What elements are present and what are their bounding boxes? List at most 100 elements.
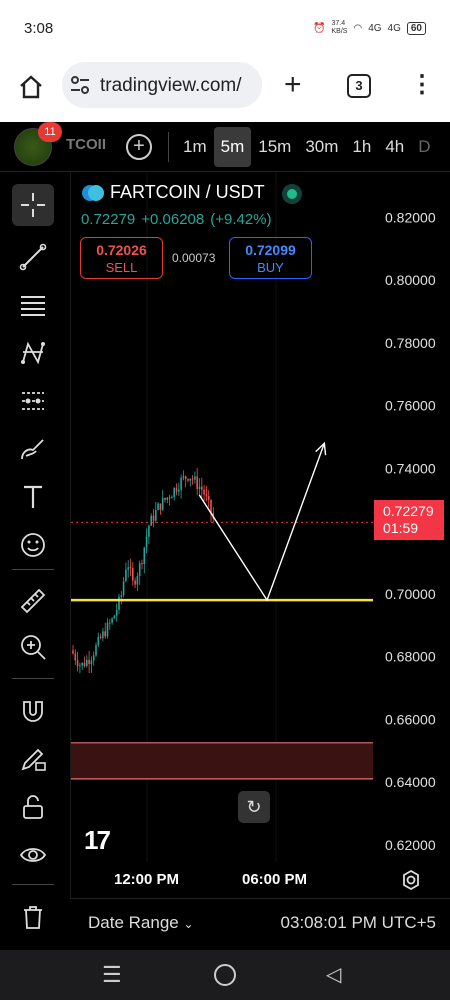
menu-icon[interactable]: ⋮ — [410, 71, 434, 98]
interval-D[interactable]: D — [418, 137, 431, 156]
y-axis-tick-label: 0.70000 — [385, 586, 436, 602]
emoji-icon[interactable] — [12, 524, 54, 566]
market-status-icon[interactable] — [282, 184, 302, 204]
system-nav-bar: ☰ ◁ — [0, 950, 450, 1000]
date-range-button[interactable]: Date Range ⌄ — [88, 913, 194, 933]
y-axis-tick-label: 0.76000 — [385, 398, 436, 414]
symbol-title[interactable]: FARTCOIN / USDT — [110, 182, 265, 202]
candle-body — [120, 595, 123, 597]
wifi-icon: ◠ — [353, 22, 363, 34]
fartcoin-logo-icon — [82, 185, 104, 201]
candle-body — [113, 615, 116, 619]
y-axis-tick-label: 0.74000 — [385, 460, 436, 476]
last-price: 0.72279 — [81, 211, 136, 228]
site-settings-icon[interactable] — [70, 76, 90, 94]
status-time: 3:08 — [24, 20, 54, 37]
prediction-icon[interactable] — [12, 380, 54, 422]
zoom-in-icon[interactable] — [12, 626, 54, 668]
candle-body — [83, 662, 86, 667]
sell-price: 0.72026 — [96, 242, 147, 258]
interval-1m[interactable]: 1m — [183, 137, 207, 156]
y-axis-tick-label: 0.82000 — [385, 209, 436, 225]
settings-icon[interactable] — [400, 869, 422, 891]
date-range-label: Date Range — [88, 913, 179, 932]
candle-body — [127, 567, 129, 570]
candle-body — [178, 489, 180, 492]
magnet-icon[interactable] — [12, 690, 54, 732]
candle-body — [210, 499, 212, 514]
tab-switcher-button[interactable]: 3 — [347, 74, 371, 98]
x-axis-tick-label: 12:00 PM — [114, 871, 180, 888]
recents-icon[interactable]: ☰ — [102, 962, 122, 987]
interval-30m[interactable]: 30m — [305, 137, 339, 156]
candle-body — [138, 563, 141, 576]
home-nav-icon[interactable] — [214, 964, 236, 986]
unlock-icon[interactable] — [12, 786, 54, 828]
add-symbol-button[interactable]: + — [126, 134, 152, 160]
symbol-search[interactable]: TCOII — [66, 136, 106, 153]
candle-body — [92, 655, 95, 661]
candle-body — [198, 486, 201, 490]
net-speed: 37.4 KB/S — [331, 20, 348, 35]
new-tab-button[interactable]: + — [284, 68, 302, 101]
interval-15m[interactable]: 15m — [258, 137, 292, 156]
chevron-down-icon: ⌄ — [183, 917, 194, 931]
candle-body — [164, 498, 166, 500]
interval-5m[interactable]: 5m — [213, 127, 252, 167]
candle-body — [102, 631, 104, 638]
candle-body — [168, 497, 171, 499]
crosshair-icon[interactable] — [12, 184, 54, 226]
tradingview-logo[interactable]: 17 — [84, 825, 111, 855]
home-icon[interactable] — [18, 74, 44, 100]
signal-a: 4G — [368, 22, 382, 34]
interval-1h[interactable]: 1h — [352, 137, 372, 156]
candle-body — [148, 525, 150, 537]
candle-body — [145, 536, 148, 548]
trend-line-icon[interactable] — [12, 236, 54, 278]
y-axis-tick-label: 0.66000 — [385, 711, 436, 727]
interval-4h[interactable]: 4h — [385, 137, 405, 156]
status-icons: ⏰ 37.4 KB/S ◠ 4G 4G 60 — [313, 20, 426, 36]
candle-body — [90, 660, 93, 665]
trash-icon[interactable] — [12, 896, 54, 938]
status-bar: 3:08 ⏰ 37.4 KB/S ◠ 4G 4G 60 — [0, 0, 450, 56]
brush-icon[interactable] — [12, 428, 54, 470]
buy-label: BUY — [257, 260, 284, 275]
candle-body — [173, 487, 175, 497]
timezone-clock[interactable]: 03:08:01 PM UTC+5 — [280, 913, 436, 932]
projection-path — [198, 443, 326, 602]
interval-bar: 1m 5m 15m 30m 1h 4h D — [176, 122, 438, 172]
resistance-zone — [71, 742, 373, 779]
candle-body — [157, 503, 159, 511]
spread-value: 0.00073 — [172, 251, 216, 265]
price-change: +0.06208 — [141, 211, 205, 228]
sell-button[interactable]: 0.72026 SELL — [80, 237, 163, 279]
candle-body — [104, 631, 106, 637]
y-axis-tick-label: 0.78000 — [385, 335, 436, 351]
candle-body — [118, 596, 120, 610]
reset-chart-icon[interactable]: ↻ — [238, 791, 270, 823]
candle-body — [79, 665, 81, 667]
text-icon[interactable] — [12, 476, 54, 518]
fib-retracement-icon[interactable] — [12, 284, 54, 326]
pattern-icon[interactable] — [12, 332, 54, 374]
lock-pencil-icon[interactable] — [12, 738, 54, 780]
ruler-icon[interactable] — [12, 580, 54, 622]
url-text: tradingview.com/ — [100, 75, 242, 96]
y-axis-tick-label: 0.68000 — [385, 649, 436, 665]
x-axis-tick-label: 06:00 PM — [242, 871, 308, 888]
back-icon[interactable]: ◁ — [326, 964, 342, 986]
candle-body — [207, 496, 210, 500]
eye-icon[interactable] — [12, 834, 54, 876]
candle-body — [95, 645, 97, 656]
candle-body — [182, 476, 185, 478]
candle-body — [180, 477, 182, 490]
candle-body — [134, 580, 136, 585]
candle-body — [175, 487, 178, 492]
candle-body — [136, 575, 139, 585]
candle-body — [86, 659, 88, 667]
tv-top-toolbar: 11 TCOII + 1m 5m 15m 30m 1h 4h D — [0, 122, 450, 172]
buy-button[interactable]: 0.72099 BUY — [229, 237, 312, 279]
address-bar[interactable]: tradingview.com/ — [62, 62, 262, 108]
y-axis-tick-label: 0.62000 — [385, 837, 436, 853]
